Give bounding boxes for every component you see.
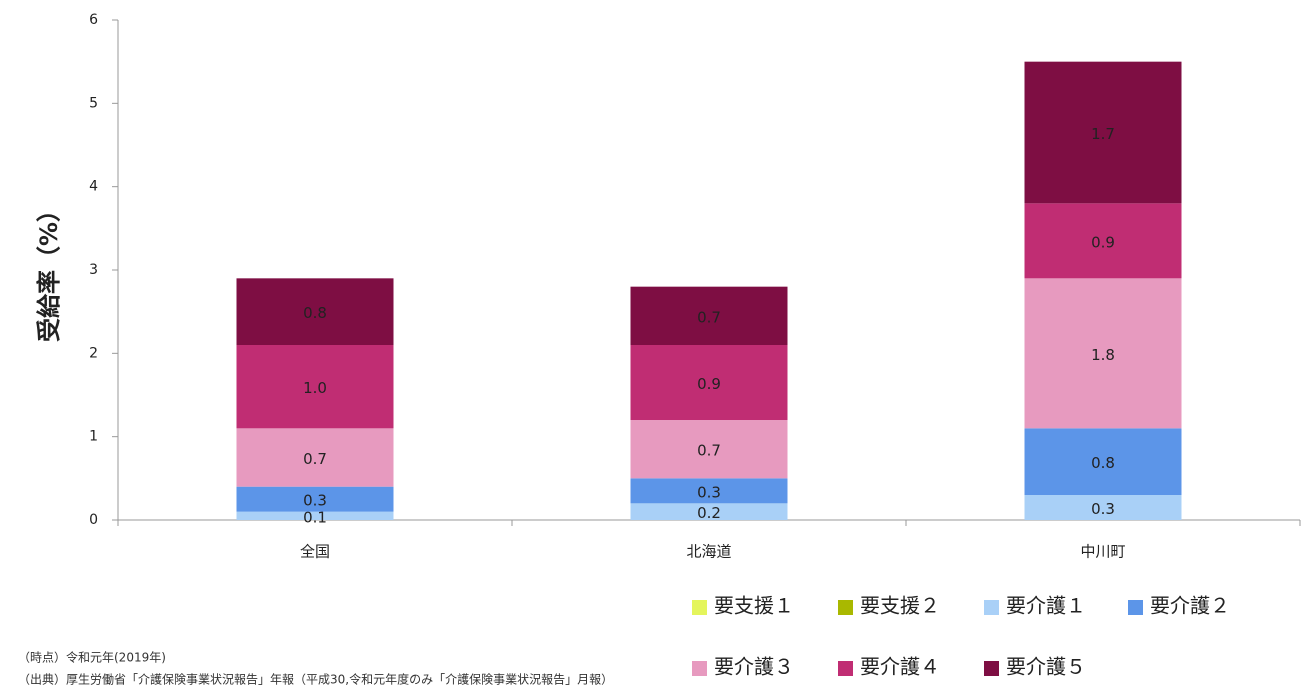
y-axis-title: 受給率（%） (35, 198, 63, 342)
data-label: 0.7 (697, 442, 721, 460)
bar-segment (1024, 203, 1182, 279)
bar-segment (630, 420, 788, 479)
x-tick-label: 全国 (300, 543, 330, 561)
y-tick-label: 0 (89, 512, 98, 528)
bar-segment (236, 486, 394, 512)
data-label: 1.8 (1091, 346, 1115, 364)
y-tick-label: 6 (89, 12, 98, 28)
y-tick-label: 3 (89, 262, 98, 278)
bar-segment (630, 478, 788, 504)
legend-swatch (692, 600, 707, 615)
x-tick-label: 北海道 (686, 543, 731, 561)
legend-label: 要支援２ (860, 594, 940, 618)
legend-swatch (692, 661, 707, 676)
data-label: 1.7 (1091, 125, 1115, 143)
bar-segment (630, 503, 788, 520)
data-label: 0.3 (303, 492, 327, 510)
legend-label: 要介護４ (860, 655, 940, 679)
bar-segment (630, 345, 788, 420)
bar-segment (236, 511, 394, 520)
note: （時点）令和元年(2019年) (18, 650, 166, 665)
data-label: 0.7 (697, 308, 721, 326)
data-label: 0.3 (1091, 500, 1115, 518)
bar-segment (236, 428, 394, 487)
legend-swatch (838, 600, 853, 615)
data-label: 0.8 (1091, 454, 1115, 472)
data-label: 0.1 (303, 508, 327, 526)
x-tick-label: 中川町 (1080, 543, 1125, 561)
data-label: 0.8 (303, 304, 327, 322)
legend-label: 要介護３ (714, 655, 794, 679)
data-label: 0.9 (697, 375, 721, 393)
legend-swatch (984, 600, 999, 615)
data-label: 0.7 (303, 450, 327, 468)
legend-label: 要介護１ (1006, 594, 1086, 618)
y-tick-label: 5 (89, 95, 98, 111)
bar-segment (1024, 61, 1182, 204)
bar-segment (1024, 278, 1182, 429)
bar-segment (630, 286, 788, 345)
y-tick-label: 2 (89, 345, 98, 361)
bar-segment (236, 345, 394, 429)
bar-segment (1024, 428, 1182, 495)
data-label: 0.3 (697, 483, 721, 501)
legend-swatch (838, 661, 853, 676)
data-label: 0.2 (697, 504, 721, 522)
legend-swatch (1128, 600, 1143, 615)
bar-segment (236, 278, 394, 345)
legend-label: 要支援１ (714, 594, 794, 618)
note: （出典）厚生労働省「介護保険事業状況報告」年報（平成30,令和元年度のみ「介護保… (18, 672, 613, 686)
y-tick-label: 1 (89, 429, 98, 445)
bar-segment (1024, 495, 1182, 520)
legend-label: 要介護２ (1150, 594, 1230, 618)
legend-label: 要介護５ (1006, 655, 1086, 679)
data-label: 0.9 (1091, 233, 1115, 251)
y-tick-label: 4 (89, 179, 98, 195)
data-label: 1.0 (303, 379, 327, 397)
legend-swatch (984, 661, 999, 676)
